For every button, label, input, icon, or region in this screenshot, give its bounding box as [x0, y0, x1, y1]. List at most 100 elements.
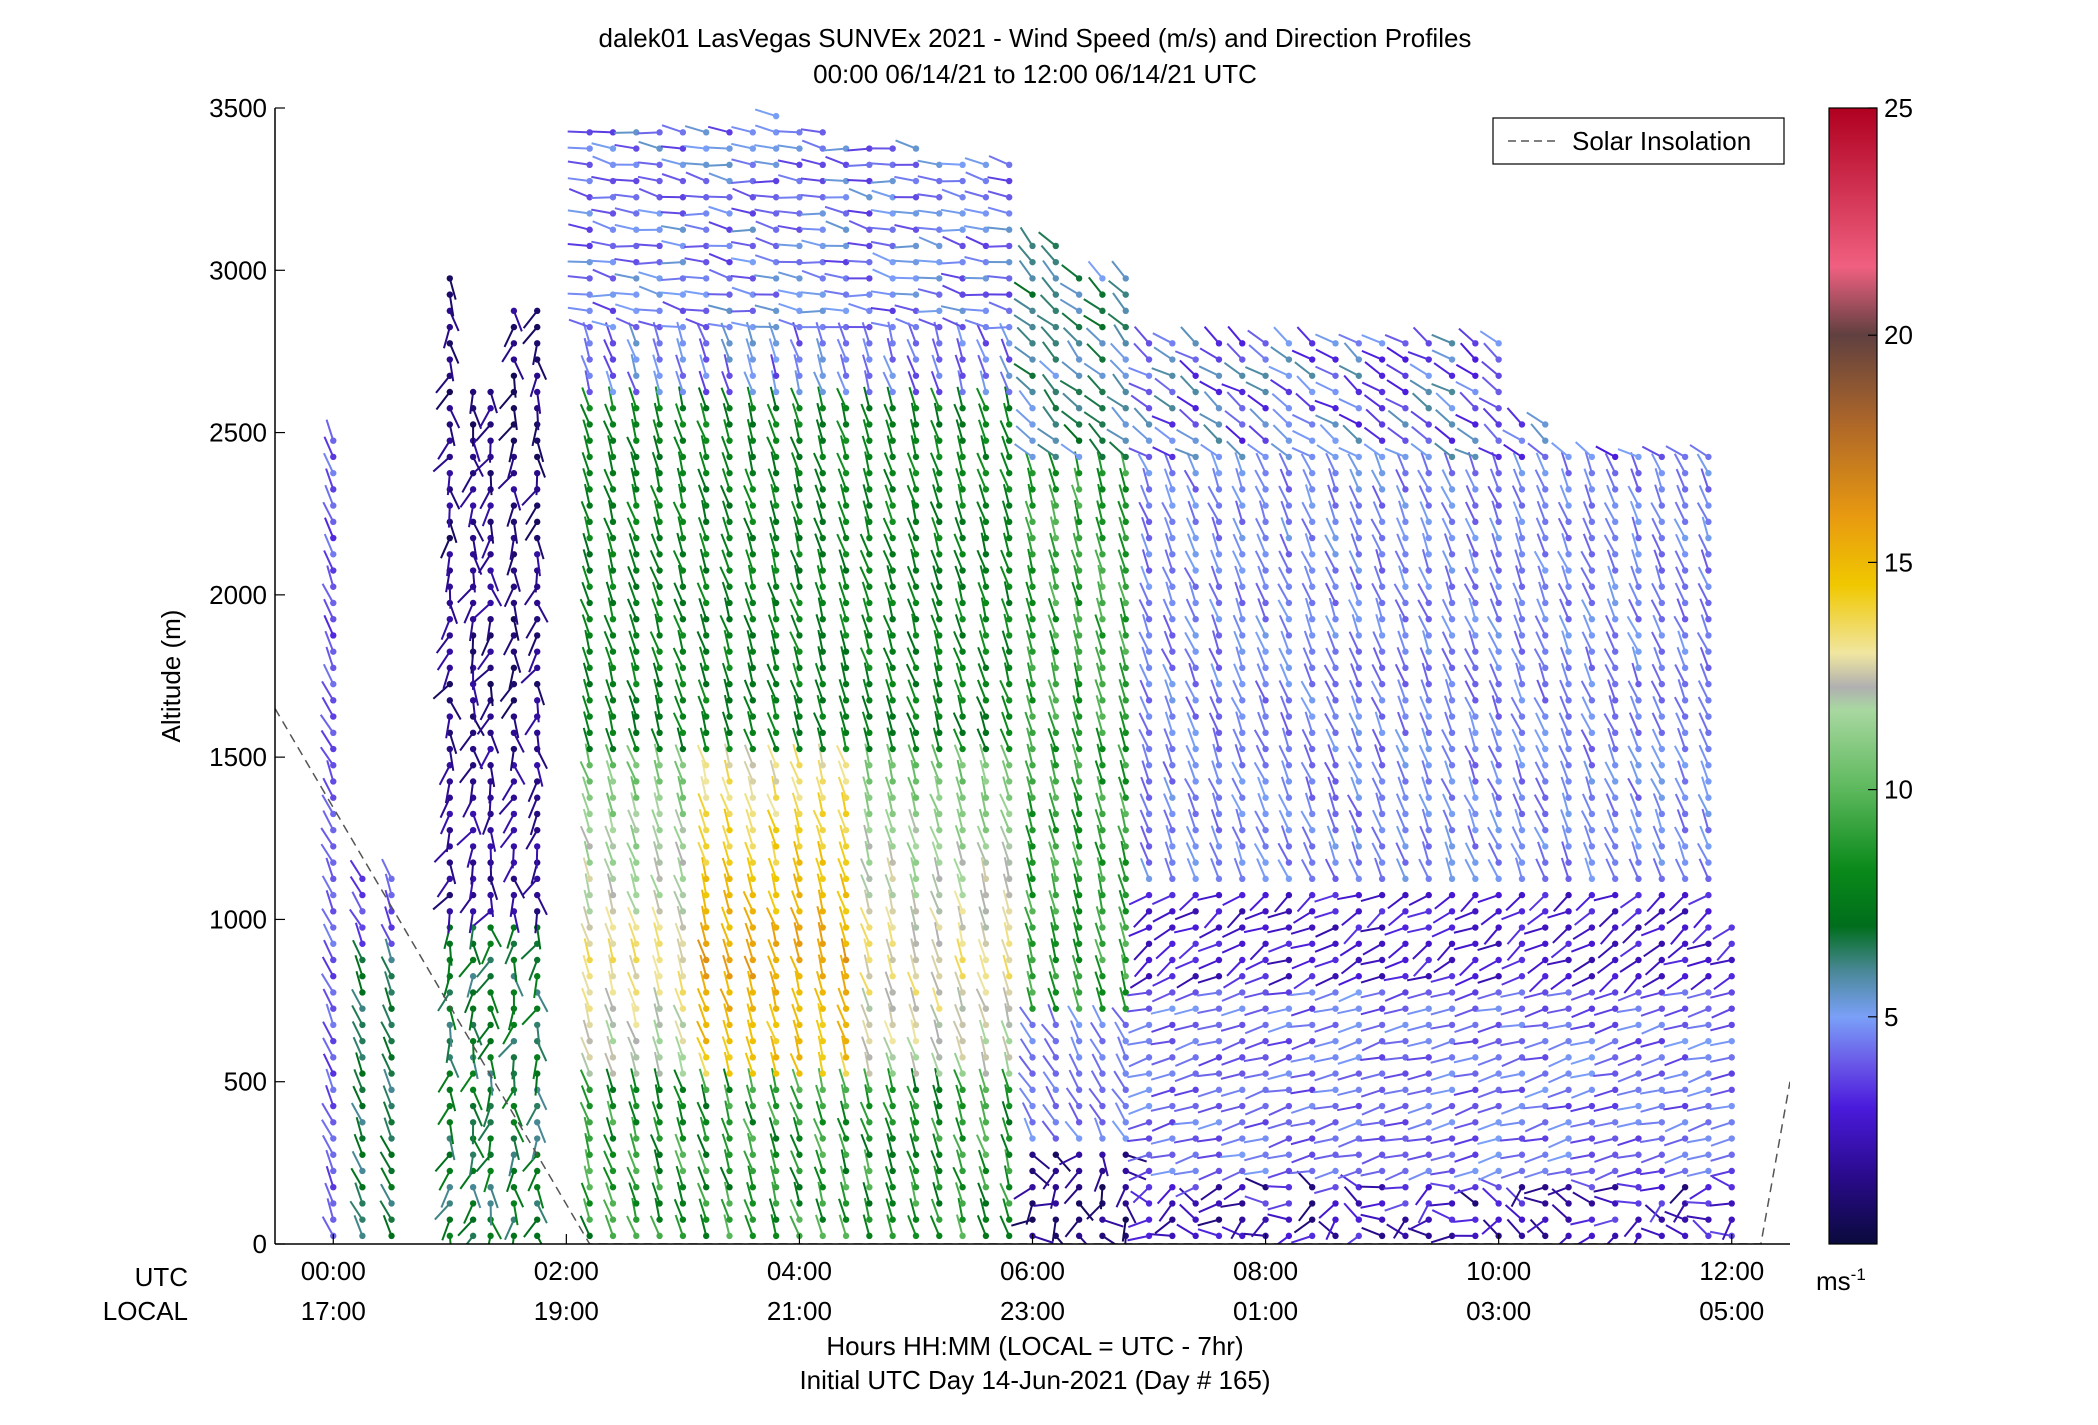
wind-barb-dot	[1052, 1151, 1060, 1158]
wind-barb	[653, 1019, 661, 1042]
wind-barb-dot	[359, 1184, 366, 1191]
wind-barb-dot	[330, 924, 337, 931]
wind-barb	[884, 1165, 894, 1188]
wind-barb	[673, 582, 684, 604]
wind-barb-dot	[586, 242, 593, 250]
wind-barb-dot	[749, 1232, 757, 1240]
wind-barb	[1185, 825, 1197, 847]
wind-barb	[603, 355, 614, 377]
wind-barb	[1048, 695, 1057, 717]
wind-barb-dot	[772, 583, 780, 590]
wind-barb-dot	[1239, 680, 1246, 688]
wind-barb	[1025, 613, 1034, 636]
wind-barb-dot	[796, 1086, 803, 1094]
wind-barb-dot	[1145, 388, 1153, 396]
wind-barb-dot	[1285, 1232, 1293, 1240]
wind-barb-dot	[1005, 616, 1013, 623]
wind-barb	[536, 700, 540, 723]
wind-barb	[862, 1181, 871, 1204]
wind-barb	[839, 1100, 848, 1123]
wind-barb-dot	[1029, 453, 1036, 461]
wind-barb-dot	[1052, 1021, 1060, 1029]
wind-barb-dot	[1215, 648, 1223, 655]
wind-barb-dot	[633, 291, 640, 298]
wind-barb-dot	[330, 1102, 337, 1110]
wind-barb	[907, 679, 917, 701]
wind-barb	[837, 776, 847, 799]
wind-barb	[814, 581, 824, 604]
wind-barb	[979, 613, 987, 636]
wind-barb-dot	[1005, 1054, 1013, 1061]
wind-barb	[698, 646, 708, 669]
wind-barb-dot	[1005, 258, 1013, 266]
wind-barb	[1221, 1056, 1243, 1066]
wind-barb	[815, 970, 824, 993]
wind-barb-dot	[609, 956, 617, 964]
wind-barb	[731, 158, 754, 166]
wind-barb-dot	[702, 421, 710, 428]
wind-barb	[1128, 1105, 1150, 1116]
wind-barb-dot	[1192, 891, 1199, 899]
wind-barb-dot	[702, 762, 710, 769]
wind-barb	[472, 700, 477, 723]
wind-barb-dot	[330, 648, 337, 655]
wind-barb-dot	[889, 762, 896, 769]
wind-barb-dot	[842, 599, 850, 607]
wind-barb-dot	[534, 810, 541, 818]
wind-barb	[1226, 910, 1244, 929]
wind-barb	[1093, 1170, 1104, 1192]
wind-barb	[489, 765, 496, 788]
wind-barb-dot	[1332, 583, 1339, 590]
wind-barb-dot	[889, 729, 896, 736]
wind-barb-dot	[1075, 323, 1083, 331]
wind-barb	[614, 303, 637, 312]
wind-barb-dot	[702, 372, 710, 379]
wind-barb	[382, 1101, 393, 1123]
wind-barb-dot	[388, 1184, 395, 1191]
wind-barb-dot	[1099, 518, 1106, 526]
wind-barb	[747, 564, 754, 587]
wind-barb-dot	[772, 1119, 780, 1126]
wind-barb	[816, 402, 824, 425]
wind-barb	[778, 271, 800, 280]
wind-barb-dot	[487, 1200, 494, 1207]
wind-barb-dot	[1099, 940, 1106, 947]
wind-barb-dot	[633, 1102, 640, 1110]
wind-barb-dot	[889, 826, 896, 834]
wind-barb	[893, 292, 917, 296]
wind-barb	[603, 1134, 614, 1156]
wind-barb	[1018, 1055, 1034, 1075]
wind-barb-dot	[889, 713, 896, 720]
wind-barb	[513, 732, 525, 753]
wind-barb-dot	[749, 632, 757, 639]
wind-barb-dot	[586, 210, 593, 217]
wind-barb	[1094, 808, 1104, 831]
wind-barb-dot	[982, 1070, 990, 1077]
wind-barb-dot	[1029, 1070, 1036, 1077]
wind-barb-dot	[796, 778, 803, 785]
wind-barb-dot	[510, 486, 518, 493]
wind-barb-dot	[1332, 745, 1339, 753]
wind-barb	[503, 634, 515, 656]
wind-barb-dot	[842, 1102, 850, 1110]
wind-barb	[614, 143, 637, 150]
wind-barb-dot	[982, 1184, 990, 1191]
wind-barb	[1301, 826, 1314, 847]
wind-barb	[605, 760, 614, 782]
wind-barb-dot	[359, 956, 366, 964]
wind-barb	[1302, 468, 1314, 490]
wind-barb	[650, 874, 661, 896]
wind-barb-dot	[1285, 356, 1293, 363]
wind-barb-dot	[510, 713, 518, 720]
wind-barb	[791, 1068, 801, 1091]
wind-barb	[1314, 959, 1336, 968]
wind-barb	[629, 1133, 638, 1156]
wind-barb	[987, 244, 1010, 248]
wind-barb	[626, 501, 638, 523]
wind-barb-dot	[726, 583, 733, 590]
wind-barb-dot	[702, 502, 710, 509]
wind-barb	[660, 145, 683, 150]
wind-barb	[627, 987, 638, 1010]
wind-barb-dot	[912, 1216, 920, 1223]
wind-barb	[697, 939, 708, 961]
